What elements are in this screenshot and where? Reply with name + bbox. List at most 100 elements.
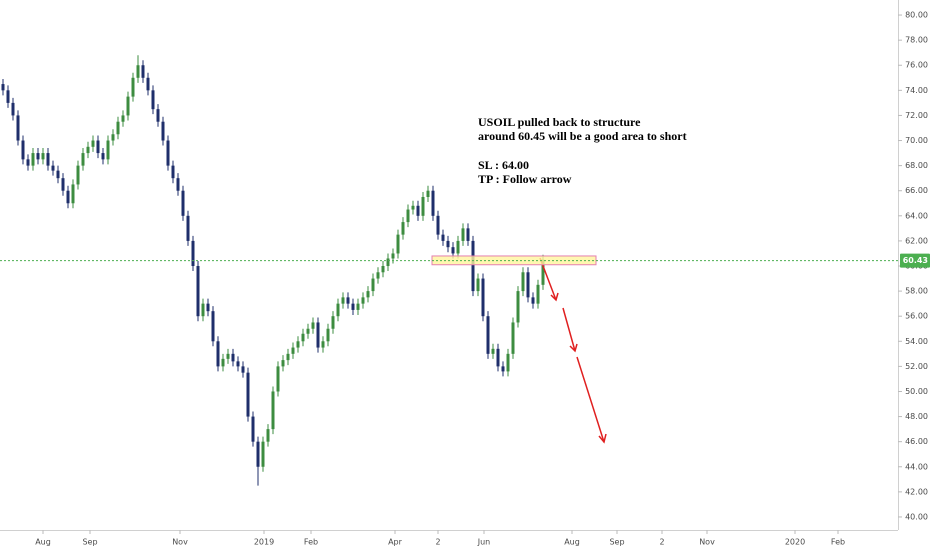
x-tick-label: Sep [82, 538, 97, 547]
candle-body [76, 165, 80, 185]
candle-body [36, 153, 40, 160]
x-tick-label: Feb [831, 538, 845, 547]
x-tick-label: Sep [609, 538, 624, 547]
candle-body [331, 316, 335, 329]
candle-body [491, 348, 495, 354]
candle-body [466, 228, 470, 241]
candle-body [476, 278, 480, 292]
candle-body [481, 278, 485, 317]
candle-body [356, 303, 360, 310]
candle-body [271, 391, 275, 430]
candle-body [151, 90, 155, 110]
candle-body [531, 297, 535, 304]
candle-body [446, 240, 450, 248]
candle-body [341, 297, 345, 304]
y-tick-label: 80.00 [905, 11, 928, 20]
candle-body [181, 190, 185, 216]
candle-body [136, 65, 140, 78]
candle-body [41, 153, 45, 160]
candle-body [116, 121, 120, 135]
candle-body [506, 353, 510, 372]
candle-body [526, 272, 530, 298]
candle-body [156, 109, 160, 122]
candle-body [96, 140, 100, 154]
y-tick-label: 46.00 [905, 437, 928, 446]
candle-body [361, 297, 365, 304]
y-tick-label: 58.00 [905, 287, 928, 296]
candle-body [421, 196, 425, 216]
candle-body [296, 341, 300, 348]
candle-body [306, 328, 310, 334]
candle-body [51, 165, 55, 171]
candle-body [416, 205, 420, 216]
candle-body [66, 190, 70, 204]
price-label-box [900, 253, 930, 268]
candle-body [101, 153, 105, 160]
candle-body [336, 303, 340, 317]
candle-body [126, 96, 130, 116]
candle-body [261, 441, 265, 467]
arrow-head [598, 433, 607, 444]
candle-body [61, 178, 65, 191]
candle-body [71, 184, 75, 204]
candle-body [401, 222, 405, 235]
candle-body [21, 140, 25, 160]
annotation-line: USOIL pulled back to structure [478, 115, 641, 129]
candle-body [321, 341, 325, 348]
candle-body [251, 416, 255, 442]
candle-body [536, 284, 540, 304]
candle-body [376, 272, 380, 279]
y-tick-label: 76.00 [905, 61, 928, 70]
candle-body [171, 165, 175, 179]
y-tick-label: 74.00 [905, 86, 928, 95]
candle-body [106, 140, 110, 160]
x-tick-label: 2 [435, 538, 440, 547]
candle-body [521, 272, 525, 292]
candle-body [461, 228, 465, 241]
candle-body [351, 303, 355, 310]
annotation-line: SL : 64.00 [478, 158, 529, 172]
y-tick-label: 66.00 [905, 186, 928, 195]
candle-body [1, 84, 5, 91]
x-tick-label: Jun [477, 538, 491, 547]
y-tick-label: 72.00 [905, 111, 928, 120]
x-tick-label: Feb [304, 538, 318, 547]
candle-body [471, 240, 475, 292]
y-tick-label: 40.00 [905, 512, 928, 521]
annotation-line: around 60.45 will be a good area to shor… [478, 129, 687, 143]
candle-body [501, 366, 505, 372]
candle-body [226, 353, 230, 359]
candle-body [201, 303, 205, 317]
candle-body [91, 140, 95, 147]
y-tick-label: 42.00 [905, 487, 928, 496]
candle-body [216, 341, 220, 367]
candle-body [236, 361, 240, 367]
candle-body [301, 333, 305, 342]
candle-body [281, 360, 285, 367]
candle-body [206, 303, 210, 312]
x-tick-label: 2019 [254, 538, 274, 547]
candle-body [386, 258, 390, 267]
candle-body [436, 215, 440, 235]
x-tick-label: Nov [699, 538, 715, 547]
candle-body [486, 316, 490, 354]
candle-body [141, 65, 145, 78]
arrow-head [550, 292, 559, 302]
arrow-head [569, 343, 578, 353]
candle-body [291, 347, 295, 354]
annotation-line: TP : Follow arrow [478, 172, 572, 186]
y-tick-label: 62.00 [905, 236, 928, 245]
candle-body [46, 153, 50, 166]
candle-body [256, 441, 260, 467]
x-tick-label: Aug [564, 538, 580, 547]
x-tick-label: Aug [35, 538, 51, 547]
arrows [539, 257, 607, 444]
arrow-segment [562, 307, 576, 352]
candle-body [541, 259, 545, 285]
candle-body [266, 429, 270, 442]
arrow-segment [576, 356, 605, 443]
candle-body [431, 190, 435, 216]
x-tick-label: 2020 [785, 538, 805, 547]
candle-body [211, 311, 215, 342]
